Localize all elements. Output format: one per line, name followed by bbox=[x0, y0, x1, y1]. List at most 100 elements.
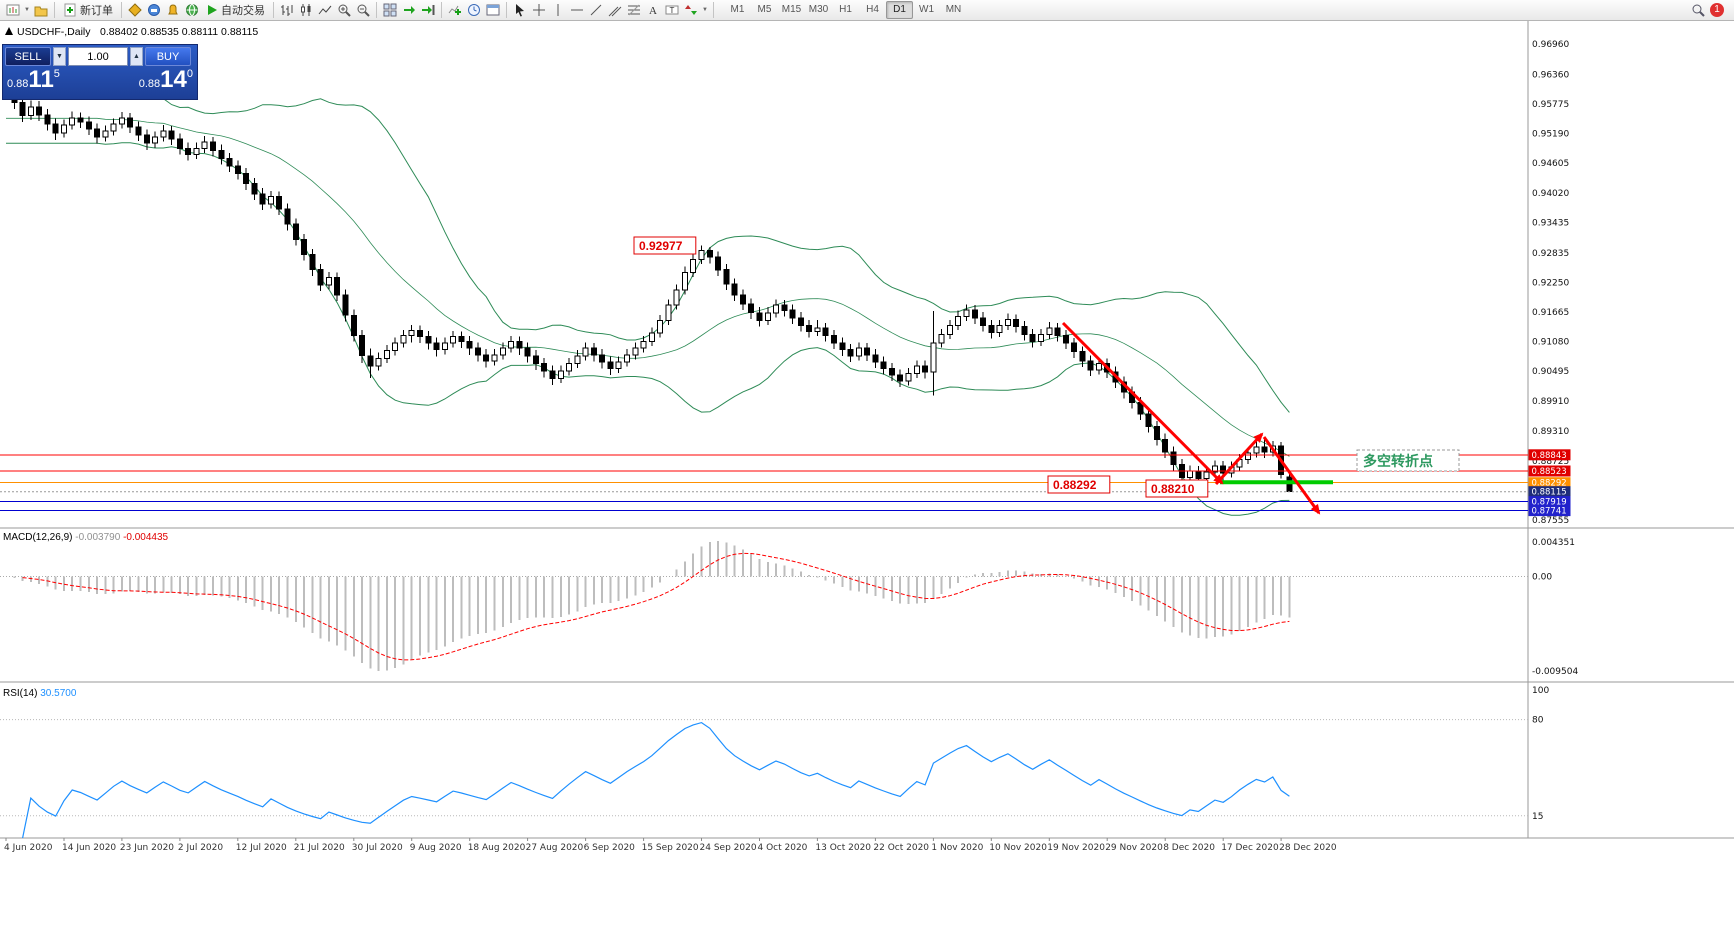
toolbar-separator bbox=[121, 2, 122, 18]
profiles-icon[interactable] bbox=[32, 1, 50, 19]
svg-text:100: 100 bbox=[1532, 686, 1549, 696]
chart-shift-icon[interactable] bbox=[419, 1, 437, 19]
rsi-line bbox=[22, 721, 1290, 839]
date-axis-label: 13 Oct 2020 bbox=[815, 843, 871, 853]
market-icon[interactable] bbox=[145, 1, 163, 19]
timeframe-m5[interactable]: M5 bbox=[757, 4, 772, 15]
date-axis-label: 4 Oct 2020 bbox=[758, 843, 808, 853]
svg-text:0.92835: 0.92835 bbox=[1532, 249, 1569, 259]
date-axis-label: 30 Jul 2020 bbox=[352, 843, 403, 853]
new-chart-icon[interactable] bbox=[4, 1, 22, 19]
svg-text:0.00: 0.00 bbox=[1532, 573, 1552, 583]
arrows-tool-icon[interactable] bbox=[682, 1, 700, 19]
buy-button[interactable]: BUY bbox=[145, 47, 191, 66]
buy-price-sup: 0 bbox=[186, 68, 193, 80]
indicators-icon[interactable] bbox=[446, 1, 464, 19]
text-tool-icon[interactable]: A bbox=[644, 1, 662, 19]
horizontal-line-tool-icon[interactable] bbox=[568, 1, 586, 19]
label-tool-icon[interactable]: T bbox=[663, 1, 681, 19]
svg-text:0.92250: 0.92250 bbox=[1532, 278, 1569, 288]
date-axis-label: 17 Dec 2020 bbox=[1221, 843, 1279, 853]
svg-text:0.95775: 0.95775 bbox=[1532, 100, 1569, 110]
toolbar-separator bbox=[441, 2, 442, 18]
new-order-label: 新订单 bbox=[80, 5, 113, 17]
bar-chart-mode-icon[interactable] bbox=[278, 1, 296, 19]
volume-up-button[interactable]: ▲ bbox=[130, 47, 143, 66]
auto-scroll-icon[interactable] bbox=[400, 1, 418, 19]
line-chart-mode-icon[interactable] bbox=[316, 1, 334, 19]
sell-button[interactable]: SELL bbox=[5, 47, 51, 66]
new-chart-dropdown-icon[interactable]: ▼ bbox=[24, 7, 30, 13]
toolbar-separator bbox=[713, 2, 714, 18]
bollinger-middle-band bbox=[6, 117, 1290, 457]
toolbar-separator bbox=[273, 2, 274, 18]
date-axis-label: 18 Aug 2020 bbox=[468, 843, 526, 853]
volume-down-button[interactable]: ▼ bbox=[53, 47, 66, 66]
candlestick-mode-icon[interactable] bbox=[297, 1, 315, 19]
timeframe-h1[interactable]: H1 bbox=[839, 4, 852, 15]
level-price-tag: 0.88523 bbox=[1528, 465, 1571, 477]
date-axis-label: 4 Jun 2020 bbox=[4, 843, 53, 853]
date-axis-label: 10 Nov 2020 bbox=[989, 843, 1047, 853]
new-order-button[interactable]: 新订单 bbox=[59, 1, 117, 19]
one-click-collapse-icon bbox=[5, 27, 13, 35]
timeframe-mn[interactable]: MN bbox=[945, 4, 962, 15]
date-axis-label: 6 Sep 2020 bbox=[584, 843, 636, 853]
main-chart[interactable]: 0.96960 0.96360 0.95775 0.95190 0.94605 0.940… bbox=[0, 21, 1734, 856]
search-icon[interactable] bbox=[1689, 1, 1707, 19]
turning-point-note: 多空转折点 bbox=[1356, 449, 1460, 472]
vertical-line-tool-icon[interactable] bbox=[549, 1, 567, 19]
tile-windows-icon[interactable] bbox=[381, 1, 399, 19]
periods-clock-icon[interactable] bbox=[465, 1, 483, 19]
svg-text:T: T bbox=[670, 6, 675, 15]
level-price-tag: 0.87919 bbox=[1528, 496, 1571, 508]
date-axis-label: 1 Nov 2020 bbox=[931, 843, 983, 853]
autotrading-label: 自动交易 bbox=[221, 5, 265, 17]
zoom-out-icon[interactable] bbox=[354, 1, 372, 19]
date-axis-label: 14 Jun 2020 bbox=[62, 843, 116, 853]
date-axis-label: 9 Aug 2020 bbox=[410, 843, 462, 853]
price-callout: 0.88292 bbox=[1047, 475, 1111, 494]
timeframe-m30[interactable]: M30 bbox=[808, 4, 829, 15]
trendline-tool-icon[interactable] bbox=[587, 1, 605, 19]
svg-text:0.87741: 0.87741 bbox=[1532, 507, 1567, 517]
svg-text:0.91080: 0.91080 bbox=[1532, 338, 1569, 348]
svg-text:0.88210: 0.88210 bbox=[1151, 482, 1195, 496]
notification-badge[interactable]: 1 bbox=[1710, 3, 1724, 17]
autotrading-button[interactable]: 自动交易 bbox=[202, 1, 269, 19]
buy-price-prefix: 0.88 bbox=[138, 78, 161, 90]
macd-histogram bbox=[13, 541, 1291, 671]
svg-text:0.88115: 0.88115 bbox=[1532, 488, 1567, 498]
alerts-icon[interactable] bbox=[164, 1, 182, 19]
zoom-in-icon[interactable] bbox=[335, 1, 353, 19]
metaeditor-icon[interactable] bbox=[126, 1, 144, 19]
svg-text:0.87555: 0.87555 bbox=[1532, 516, 1569, 526]
toolbar-separator bbox=[54, 2, 55, 18]
svg-text:80: 80 bbox=[1532, 716, 1544, 726]
main-toolbar: ▼ 新订单 自动交易 bbox=[0, 0, 1734, 21]
price-callout: 0.92977 bbox=[633, 236, 697, 255]
volume-input[interactable] bbox=[68, 47, 128, 66]
svg-text:0.004351: 0.004351 bbox=[1532, 538, 1575, 548]
channel-tool-icon[interactable] bbox=[606, 1, 624, 19]
svg-text:0.89310: 0.89310 bbox=[1532, 427, 1569, 437]
cursor-icon[interactable] bbox=[511, 1, 529, 19]
timeframe-d1[interactable]: D1 bbox=[886, 1, 913, 19]
svg-text:A: A bbox=[649, 5, 657, 17]
timeframe-m1[interactable]: M1 bbox=[730, 4, 745, 15]
autotrading-play-icon bbox=[208, 5, 217, 15]
svg-text:0.88292: 0.88292 bbox=[1532, 479, 1567, 489]
timeframe-m15[interactable]: M15 bbox=[781, 4, 802, 15]
news-icon[interactable] bbox=[183, 1, 201, 19]
fibonacci-tool-icon[interactable] bbox=[625, 1, 643, 19]
svg-text:0.88725: 0.88725 bbox=[1532, 457, 1569, 467]
timeframe-h4[interactable]: H4 bbox=[866, 4, 879, 15]
date-axis-label: 27 Aug 2020 bbox=[526, 843, 584, 853]
templates-icon[interactable] bbox=[484, 1, 502, 19]
svg-text:0.94020: 0.94020 bbox=[1532, 189, 1569, 199]
date-axis-label: 2 Jul 2020 bbox=[178, 843, 223, 853]
arrows-dropdown-icon[interactable]: ▼ bbox=[702, 7, 708, 13]
timeframe-w1[interactable]: W1 bbox=[919, 4, 934, 15]
svg-text:0.89910: 0.89910 bbox=[1532, 397, 1569, 407]
crosshair-icon[interactable] bbox=[530, 1, 548, 19]
